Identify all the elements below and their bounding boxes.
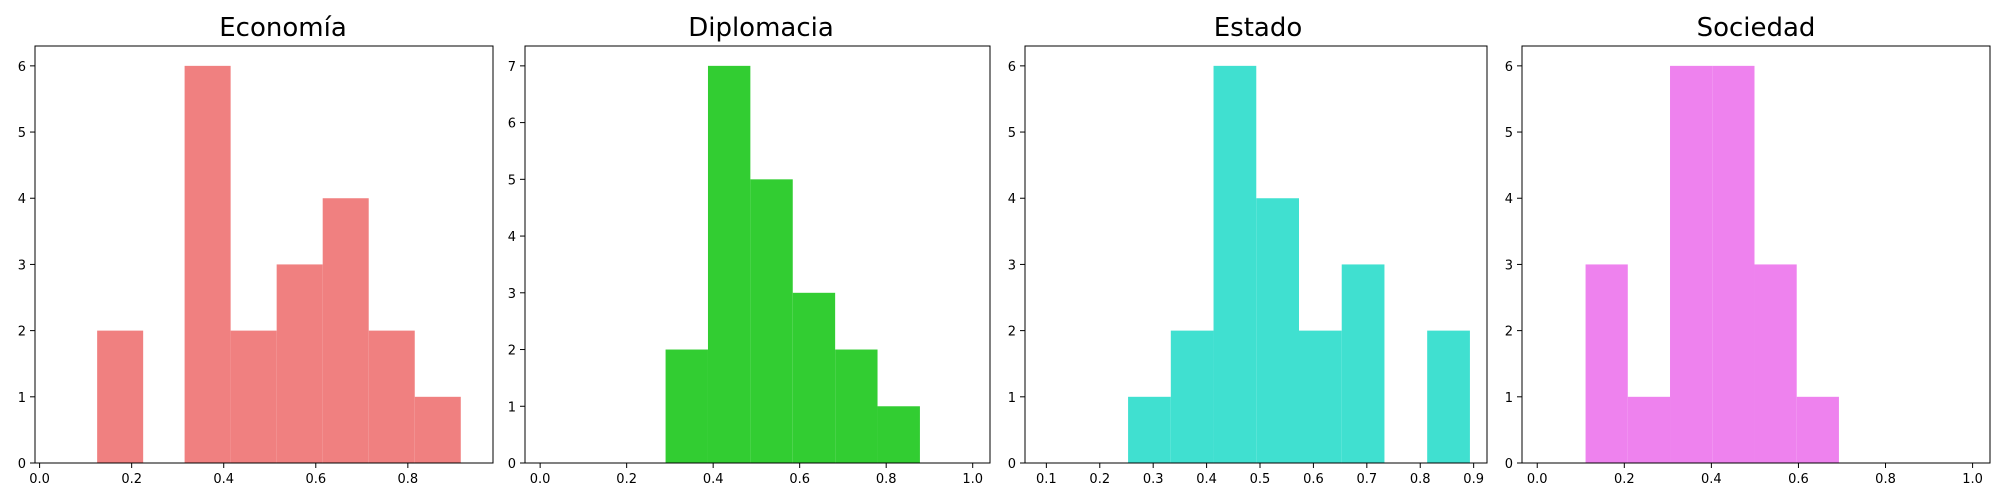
y-tick-label: 1 bbox=[508, 400, 516, 415]
x-tick-label: 0.2 bbox=[616, 472, 637, 487]
histogram-bar bbox=[1128, 396, 1171, 463]
panel-economia: Economía 0.0 0.2 0.4 0.6 0.8 0 1 2 3 4 5 6 bbox=[18, 13, 494, 487]
histogram-bar bbox=[276, 264, 323, 463]
y-tick-label: 2 bbox=[508, 344, 516, 359]
x-tick-label: 0.4 bbox=[703, 472, 724, 487]
y-tick-label: 3 bbox=[1505, 258, 1513, 273]
y-tick-label: 3 bbox=[1008, 258, 1016, 273]
chart-title: Diplomacia bbox=[688, 13, 834, 43]
histogram-bar bbox=[877, 406, 920, 463]
x-tick-label: 0.8 bbox=[876, 472, 897, 487]
panel-estado: Estado 0.1 0.2 0.3 0.4 0.5 0.6 0.7 0.8 0.9 0 1 2 3 4 5… bbox=[1008, 13, 1488, 487]
x-tick-label: 0.1 bbox=[1036, 472, 1057, 487]
panel-diplomacia: Diplomacia 0.0 0.2 0.4 0.6 0.8 1.0 0 1 2 3 4 5 6 7 bbox=[508, 13, 991, 487]
y-tick-label: 7 bbox=[508, 60, 516, 75]
y-tick-label: 5 bbox=[508, 173, 516, 188]
y-tick-label: 4 bbox=[1505, 192, 1513, 207]
x-tick-label: 0.5 bbox=[1250, 472, 1271, 487]
y-tick-label: 0 bbox=[1008, 457, 1016, 472]
histogram-bar bbox=[792, 292, 836, 463]
histogram-bar bbox=[1670, 65, 1713, 464]
x-tick-label: 0.4 bbox=[213, 472, 234, 487]
histogram-bar bbox=[1754, 264, 1797, 463]
y-tick-label: 2 bbox=[1505, 325, 1513, 340]
x-tick-label: 0.3 bbox=[1143, 472, 1164, 487]
histogram-bar bbox=[1585, 264, 1628, 463]
x-tick-label: 0.2 bbox=[1614, 472, 1635, 487]
x-tick-label: 0.2 bbox=[121, 472, 142, 487]
y-tick-label: 0 bbox=[1505, 457, 1513, 472]
x-tick-label: 0.6 bbox=[1303, 472, 1324, 487]
x-tick-label: 0.4 bbox=[1196, 472, 1217, 487]
y-tick-label: 6 bbox=[508, 117, 516, 132]
y-tick-label: 1 bbox=[1505, 391, 1513, 406]
x-tick-label: 0.9 bbox=[1463, 472, 1484, 487]
x-tick-label: 0.6 bbox=[305, 472, 326, 487]
x-tick-label: 0.4 bbox=[1701, 472, 1722, 487]
panel-sociedad: Sociedad 0.0 0.2 0.4 0.6 0.8 1.0 0 1 2 3 4 5 6 bbox=[1505, 13, 1991, 487]
histogram-bar bbox=[1299, 330, 1342, 463]
axes-frame bbox=[524, 45, 991, 464]
histogram-bar bbox=[1170, 330, 1214, 463]
chart-title: Sociedad bbox=[1697, 13, 1816, 43]
y-tick-label: 1 bbox=[18, 391, 26, 406]
x-tick-label: 0.8 bbox=[398, 472, 419, 487]
histogram-bar bbox=[414, 396, 461, 463]
y-tick-label: 0 bbox=[508, 457, 516, 472]
x-tick-label: 0.7 bbox=[1356, 472, 1377, 487]
histogram-bar bbox=[1796, 396, 1839, 463]
x-tick-label: 0.6 bbox=[789, 472, 810, 487]
x-tick-label: 0.2 bbox=[1089, 472, 1110, 487]
histogram-bar bbox=[97, 330, 144, 463]
y-tick-label: 3 bbox=[18, 258, 26, 273]
histogram-bar bbox=[1256, 198, 1299, 464]
histogram-bar bbox=[707, 65, 751, 464]
y-tick-label: 4 bbox=[508, 230, 516, 245]
histogram-bar bbox=[322, 198, 369, 464]
chart-title: Estado bbox=[1214, 13, 1303, 43]
histogram-bar bbox=[184, 65, 231, 464]
x-tick-label: 0.0 bbox=[530, 472, 551, 487]
histogram-bar bbox=[665, 349, 708, 463]
axes-frame bbox=[1024, 45, 1488, 464]
histogram-bar bbox=[750, 179, 793, 463]
x-tick-label: 0.8 bbox=[1875, 472, 1896, 487]
axes-frame bbox=[1521, 45, 1991, 464]
axes-frame bbox=[34, 45, 494, 464]
y-tick-label: 6 bbox=[18, 60, 26, 75]
y-tick-label: 6 bbox=[1008, 60, 1016, 75]
histogram-bar bbox=[1341, 264, 1385, 463]
histogram-bar bbox=[368, 330, 415, 463]
histogram-bar bbox=[1427, 330, 1470, 463]
y-tick-label: 6 bbox=[1505, 60, 1513, 75]
y-tick-label: 2 bbox=[1008, 325, 1016, 340]
x-tick-label: 1.0 bbox=[1962, 472, 1983, 487]
y-tick-label: 0 bbox=[18, 457, 26, 472]
x-tick-label: 0.0 bbox=[29, 472, 50, 487]
histogram-bar bbox=[1712, 65, 1755, 464]
y-tick-label: 1 bbox=[1008, 391, 1016, 406]
y-tick-label: 5 bbox=[1505, 126, 1513, 141]
x-tick-label: 0.6 bbox=[1788, 472, 1809, 487]
histogram-bar bbox=[1627, 396, 1671, 463]
x-tick-label: 0.8 bbox=[1410, 472, 1431, 487]
chart-title: Economía bbox=[219, 13, 347, 43]
histogram-bar bbox=[835, 349, 878, 463]
y-tick-label: 4 bbox=[18, 192, 26, 207]
y-tick-label: 4 bbox=[1008, 192, 1016, 207]
y-tick-label: 2 bbox=[18, 325, 26, 340]
y-tick-label: 5 bbox=[1008, 126, 1016, 141]
histogram-bar bbox=[1213, 65, 1257, 464]
x-tick-label: 1.0 bbox=[962, 472, 983, 487]
y-tick-label: 5 bbox=[18, 126, 26, 141]
x-tick-label: 0.0 bbox=[1527, 472, 1548, 487]
y-tick-label: 3 bbox=[508, 287, 516, 302]
histogram-bar bbox=[230, 330, 277, 463]
